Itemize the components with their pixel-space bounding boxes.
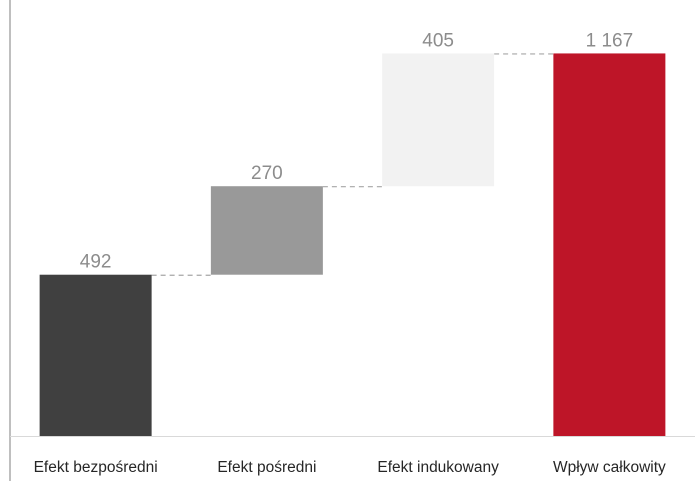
value-labels-group: 492 270 405 1 167 [80,30,633,272]
data-label-4: 1 167 [586,30,634,51]
bar-4 [553,53,666,437]
data-label-2: 270 [251,163,283,184]
x-tick-label-1: Efekt bezpośredni [34,459,158,476]
x-tick-label-4: Wpływ całkowity [553,459,666,476]
x-tick-label-3: Efekt indukowany [377,459,499,476]
connector-lines [151,53,554,276]
x-tick-label-2: Efekt pośredni [217,459,316,476]
x-tick-labels-group: Efekt bezpośredni Efekt pośredni Efekt ind… [34,459,666,476]
bar-1 [39,274,152,436]
bars-group [39,53,666,437]
bar-2 [210,186,323,275]
data-label-3: 405 [422,30,454,51]
data-label-1: 492 [80,252,112,273]
bar-3 [382,53,495,187]
